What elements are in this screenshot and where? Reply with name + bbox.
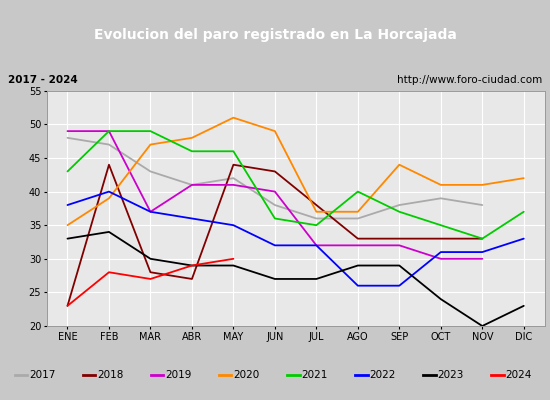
Text: 2021: 2021 — [301, 370, 328, 380]
Text: 2022: 2022 — [370, 370, 396, 380]
Text: 2017: 2017 — [29, 370, 56, 380]
Text: 2024: 2024 — [506, 370, 532, 380]
Text: 2017 - 2024: 2017 - 2024 — [8, 74, 78, 85]
Text: 2019: 2019 — [166, 370, 192, 380]
Text: 2020: 2020 — [234, 370, 260, 380]
Text: Evolucion del paro registrado en La Horcajada: Evolucion del paro registrado en La Horc… — [94, 28, 456, 42]
Text: http://www.foro-ciudad.com: http://www.foro-ciudad.com — [397, 74, 542, 85]
Text: 2018: 2018 — [97, 370, 124, 380]
Text: 2023: 2023 — [438, 370, 464, 380]
